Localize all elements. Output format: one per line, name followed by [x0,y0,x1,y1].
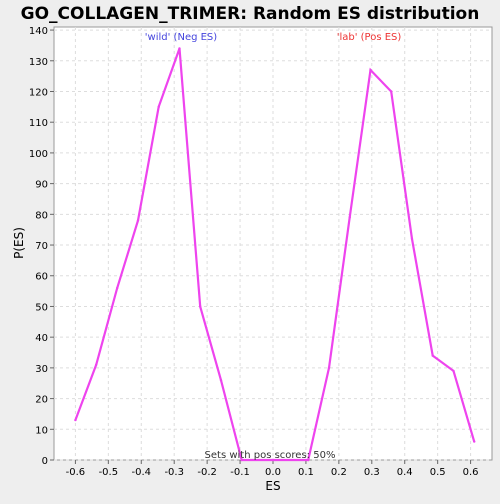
x-tick-label: 0.0 [265,467,281,478]
data-point [307,458,310,462]
data-point [271,458,275,462]
data-point [94,363,98,367]
data-point [74,418,77,422]
footer-note: Sets with pos scores: 50% [205,450,336,461]
x-tick-label: -0.6 [66,467,86,478]
y-axis: 0 10 20 30 40 50 60 70 80 90 100 110 120 130 140 [29,26,54,467]
x-tick-label: -0.3 [164,467,184,478]
y-tick-label: 130 [29,57,48,68]
x-tick-label: -0.5 [99,467,119,478]
x-tick-label: -0.2 [197,467,217,478]
y-axis-label: P(ES) [12,227,26,259]
data-point [219,378,223,382]
data-point [178,47,181,50]
y-tick-label: 70 [35,241,48,252]
y-tick-label: 50 [35,302,48,313]
x-axis: -0.6 -0.5 -0.4 -0.3 -0.2 -0.1 0.0 0.1 0.2 0.3 0.4 0… [66,460,479,478]
data-point [199,305,202,308]
y-tick-label: 0 [42,456,48,467]
neg-es-label: 'wild' (Neg ES) [145,32,217,43]
y-tick-label: 100 [29,149,48,160]
data-point [473,440,476,443]
data-point [431,354,434,357]
x-tick-label: -0.1 [230,467,250,478]
y-tick-label: 120 [29,87,48,98]
data-point [390,90,393,93]
y-tick-label: 110 [29,118,48,129]
x-tick-label: 0.1 [298,467,314,478]
data-points [74,47,476,462]
data-point [157,105,160,109]
data-point [327,366,331,370]
data-point [452,369,455,373]
data-point [348,216,351,219]
x-tick-label: 0.3 [364,467,380,478]
data-point [369,68,372,72]
y-tick-label: 20 [35,395,48,406]
chart-title: GO_COLLAGEN_TRIMER: Random ES distributi… [21,4,480,24]
data-point [116,286,119,290]
data-point [410,237,414,241]
data-point [136,219,140,222]
data-point [240,458,243,462]
x-tick-label: 0.5 [430,467,446,478]
y-tick-label: 140 [29,26,48,37]
y-tick-label: 40 [35,333,48,344]
x-axis-label: ES [265,479,280,493]
x-tick-label: 0.2 [331,467,347,478]
y-tick-label: 10 [35,425,48,436]
y-tick-label: 60 [35,272,48,283]
x-tick-label: -0.4 [132,467,152,478]
y-tick-label: 30 [35,364,48,375]
x-tick-label: 0.6 [463,467,479,478]
grid [54,27,492,461]
x-tick-label: 0.4 [397,467,413,478]
y-tick-label: 90 [35,180,48,191]
pos-es-label: 'lab' (Pos ES) [337,32,402,43]
y-tick-label: 80 [35,210,48,221]
